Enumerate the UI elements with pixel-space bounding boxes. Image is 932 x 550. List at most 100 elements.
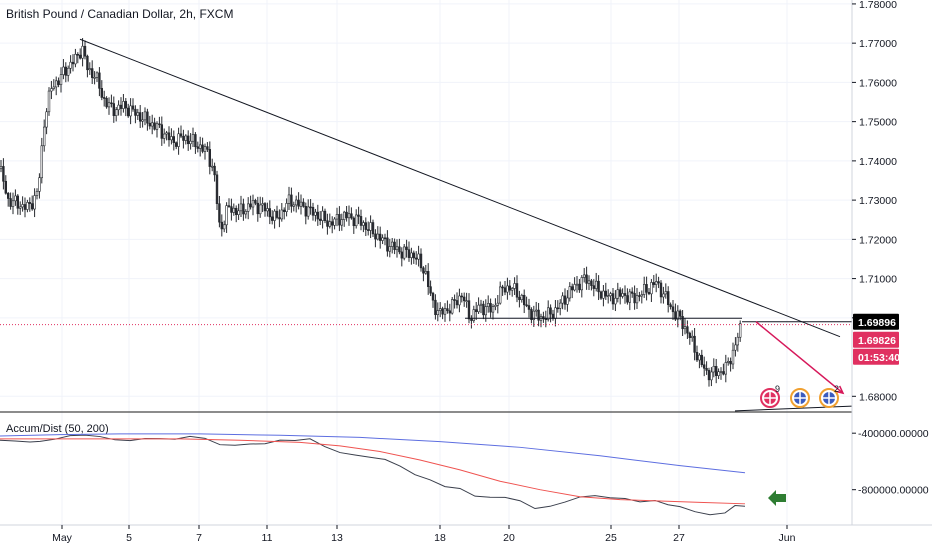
price-label: 01:53:40	[858, 352, 900, 364]
candle-down	[563, 295, 567, 305]
candle-down	[585, 274, 588, 284]
candle-down	[71, 61, 75, 65]
candle-up	[95, 72, 99, 78]
candle-down	[441, 308, 444, 315]
price-tick-label: 1.68000	[859, 391, 897, 403]
candle-up	[333, 218, 336, 226]
candle-up	[347, 213, 351, 219]
candle-down	[105, 98, 108, 108]
candle-up	[362, 222, 365, 226]
event-badge[interactable]: 9	[760, 384, 780, 408]
candle-down	[544, 318, 548, 320]
candle-down	[208, 149, 211, 167]
candle-up	[554, 307, 557, 319]
indicator-label[interactable]: Accum/Dist (50, 200)	[6, 423, 109, 435]
candle-down	[278, 217, 281, 220]
candle-down	[160, 124, 163, 139]
candle-up	[738, 323, 742, 338]
candle-up	[736, 336, 740, 346]
price-labels: 1.69896 1.69826 01:53:40	[853, 313, 900, 365]
candle-up	[712, 366, 716, 373]
candle-down	[350, 213, 353, 219]
candle-up	[232, 207, 235, 213]
candle-up	[690, 335, 694, 338]
candle-down	[263, 203, 267, 212]
candle-up	[376, 233, 379, 240]
candle-up	[273, 210, 276, 221]
candle-up	[151, 122, 154, 127]
candle-down	[275, 210, 279, 218]
candle-down	[235, 207, 238, 215]
candle-down	[230, 206, 233, 213]
candle-down	[316, 211, 319, 220]
price-tick-label: 1.78000	[859, 0, 897, 11]
candle-up	[93, 77, 96, 79]
candle-up	[402, 246, 406, 259]
time-tick-label: 13	[331, 532, 343, 544]
chart-title: British Pound / Canadian Dollar, 2h, FXC…	[6, 7, 233, 21]
candle-down	[688, 332, 692, 338]
projection-arrow[interactable]	[755, 321, 844, 394]
price-tick-label: 1.71000	[859, 274, 897, 286]
candle-up	[496, 302, 499, 306]
candle-down	[254, 200, 257, 204]
candle-up	[299, 201, 303, 207]
event-badge[interactable]	[790, 388, 810, 408]
candle-down	[270, 216, 274, 221]
candle-up	[54, 80, 58, 88]
candle-down	[518, 296, 521, 301]
candle-up	[203, 146, 207, 152]
candle-up	[650, 282, 653, 295]
candle-down	[364, 222, 367, 230]
candle-down	[220, 221, 223, 230]
indicator-axis[interactable]: -400000.00000 -800000.00000	[852, 428, 929, 497]
candle-down	[693, 335, 696, 353]
candle-down	[357, 214, 360, 217]
candle-up	[129, 105, 132, 117]
candle-up	[410, 252, 413, 258]
time-axis[interactable]: May 5 7 11 13 18 20 25 27 Jun	[52, 525, 796, 544]
candle-up	[18, 206, 22, 209]
candle-down	[196, 146, 199, 149]
price-tick-label: 1.73000	[859, 195, 897, 207]
candle-down	[309, 206, 312, 209]
price-tick-label: 1.74000	[859, 156, 897, 168]
candle-up	[621, 293, 624, 297]
indicator-tick-label: -400000.00000	[858, 428, 929, 440]
candle-up	[141, 119, 144, 122]
candle-up	[568, 286, 572, 299]
descending-trendline[interactable]	[79, 38, 841, 338]
candle-up	[170, 136, 173, 141]
candle-up	[616, 289, 620, 299]
candle-up	[67, 67, 70, 76]
price-label-bg	[853, 348, 899, 365]
candle-up	[710, 371, 713, 381]
candle-up	[472, 309, 475, 321]
candle-down	[9, 198, 12, 207]
candle-down	[549, 307, 552, 315]
candle-up	[628, 291, 632, 303]
candle-up	[40, 145, 44, 179]
time-tick-label: 27	[673, 532, 685, 544]
candle-down	[83, 45, 87, 57]
event-badge[interactable]: 2	[819, 384, 839, 408]
candle-down	[462, 296, 466, 302]
indicator-pane: Accum/Dist (50, 200)	[0, 423, 786, 516]
candle-up	[62, 66, 65, 75]
candle-down	[201, 144, 204, 152]
candle-down	[249, 203, 252, 208]
candle-down	[700, 354, 704, 366]
indicator-series-line	[0, 433, 746, 474]
candle-up	[81, 45, 84, 59]
candle-up	[45, 111, 48, 128]
candle-down	[218, 203, 221, 223]
event-badge-count: 2	[834, 384, 839, 394]
candle-up	[491, 306, 495, 313]
candle-up	[258, 204, 262, 215]
candle-down	[633, 293, 636, 304]
candle-up	[520, 294, 524, 301]
candle-down	[652, 282, 656, 285]
candle-up	[438, 308, 442, 311]
candle-down	[489, 303, 492, 313]
